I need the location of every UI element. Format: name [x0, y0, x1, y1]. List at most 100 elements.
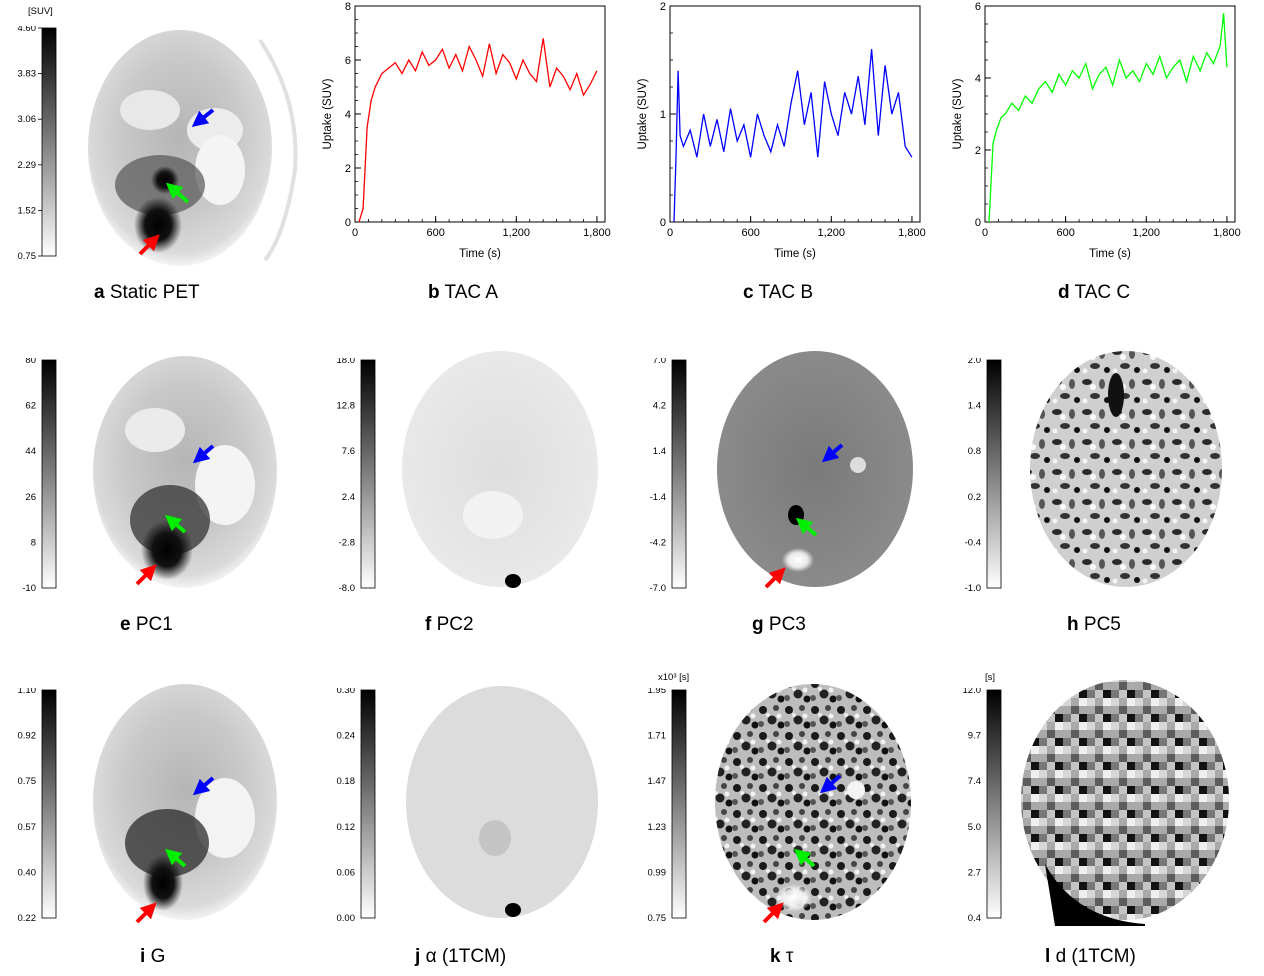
colorbar-tick-e-3: 26 [25, 492, 36, 503]
y-tick-label: 0 [975, 217, 981, 229]
red-arrow-i [135, 902, 157, 924]
caption-a: a Static PET [94, 282, 200, 303]
x-tick-label: 1,800 [1213, 227, 1241, 239]
colorbar-tick-e-2: 44 [25, 446, 36, 457]
tac-chart-c: 0 600 1,200 1,800 0 1 2 Time (s) Uptake (SUV) [637, 1, 926, 260]
panel-g: 7.0 4.2 1.4 -1.4 -4.2 -7.0 g PC3 [630, 340, 940, 650]
colorbar-tick-f-3: 2.4 [342, 492, 355, 503]
colorbar-tick-l-1: 9.7 [968, 731, 981, 742]
y-tick-label: 2 [660, 1, 666, 13]
red-arrow-a [138, 234, 160, 256]
green-arrow-k [793, 848, 816, 868]
colorbar-tick-a-1: 3.83 [18, 69, 37, 80]
colorbar-l: 12.0 9.7 7.4 5.0 2.7 0.4 [963, 688, 1002, 922]
caption-f: f PC2 [425, 614, 474, 635]
y-tick-label: 6 [345, 55, 351, 67]
y-axis-label: Uptake (SUV) [952, 78, 964, 149]
colorbar-tick-k-4: 0.99 [648, 867, 667, 878]
y-tick-label: 1 [660, 109, 666, 121]
x-axis-label: Time (s) [459, 248, 501, 260]
plot-frame [354, 5, 606, 223]
brain-image-a [88, 30, 298, 266]
colorbar-tick-f-4: -2.8 [339, 537, 355, 548]
colorbar-tick-h-4: -0.4 [965, 537, 981, 548]
colorbar-tick-i-1: 0.92 [18, 731, 37, 742]
colorbar-tick-a-2: 3.06 [18, 114, 37, 125]
brain-image-j [406, 686, 598, 918]
colorbar-tick-a-3: 2.29 [18, 160, 37, 171]
colorbar-h: 2.0 1.4 0.8 0.2 -0.4 -1.0 [965, 358, 1002, 592]
colorbar-tick-g-5: -7.0 [650, 583, 666, 592]
colorbar-i: 1.10 0.92 0.75 0.57 0.40 0.22 [18, 688, 57, 922]
colorbar-tick-j-2: 0.18 [337, 776, 356, 787]
x-axis-label: Time (s) [1089, 248, 1131, 260]
brain-image-l [1021, 680, 1229, 926]
colorbar-k: 1.95 1.71 1.47 1.23 0.99 0.75 [648, 688, 687, 922]
green-arrow-a [165, 182, 190, 204]
colorbar-tick-j-5: 0.00 [337, 913, 356, 922]
colorbar-tick-i-3: 0.57 [18, 822, 37, 833]
y-tick-label: 2 [975, 145, 981, 157]
caption-c: c TAC B [743, 282, 814, 303]
panel-h: 2.0 1.4 0.8 0.2 -0.4 -1.0 h PC5 [945, 340, 1255, 650]
brain-image-e [93, 356, 277, 588]
x-axis-label: Time (s) [774, 248, 816, 260]
red-arrow-k [762, 902, 784, 924]
caption-h: h PC5 [1067, 614, 1121, 635]
colorbar-tick-j-4: 0.06 [337, 867, 356, 878]
brain-image-k [715, 684, 911, 924]
colorbar-unit-a: [SUV] [28, 6, 53, 17]
y-tick-label: 8 [345, 1, 351, 13]
x-tick-label: 600 [741, 227, 759, 239]
colorbar-j: 0.30 0.24 0.18 0.12 0.06 0.00 [337, 688, 376, 922]
colorbar-tick-e-5: -10 [22, 583, 36, 592]
colorbar-tick-i-0: 1.10 [18, 688, 37, 696]
panel-a: [SUV] 4.60 3.83 3.06 2.29 1.52 0.75 a St… [0, 0, 310, 310]
brain-image-g [717, 351, 913, 589]
colorbar-tick-g-2: 1.4 [653, 446, 666, 457]
colorbar-tick-a-5: 0.75 [18, 251, 37, 260]
x-tick-label: 1,200 [1133, 227, 1161, 239]
red-arrow-e [135, 564, 157, 586]
brain-image-h [1030, 351, 1222, 587]
blue-arrow-g [821, 443, 844, 463]
x-tick-label: 600 [426, 227, 444, 239]
x-tick-label: 1,800 [898, 227, 926, 239]
panel-e: 80 62 44 26 8 -10 e PC1 [0, 340, 310, 650]
colorbar-f: 18.0 12.8 7.6 2.4 -2.8 -8.0 [337, 358, 376, 592]
x-tick-label: 1,800 [583, 227, 611, 239]
brain-image-i [93, 684, 277, 924]
colorbar-tick-g-1: 4.2 [653, 401, 666, 412]
blue-arrow-i [192, 776, 215, 796]
x-tick-label: 0 [982, 227, 988, 239]
colorbar-tick-h-0: 2.0 [968, 358, 981, 366]
colorbar-tick-i-2: 0.75 [18, 776, 37, 787]
x-tick-label: 0 [352, 227, 358, 239]
y-tick-label: 6 [975, 1, 981, 13]
colorbar-tick-g-4: -4.2 [650, 537, 666, 548]
panel-k: x10³ [s] 1.95 1.71 1.47 1.23 0.99 0.75 k… [630, 670, 940, 976]
caption-e: e PC1 [120, 614, 173, 635]
colorbar-tick-h-3: 0.2 [968, 492, 981, 503]
colorbar-e: 80 62 44 26 8 -10 [22, 358, 57, 592]
colorbar-tick-g-0: 7.0 [653, 358, 666, 366]
x-tick-label: 0 [667, 227, 673, 239]
colorbar-tick-j-3: 0.12 [337, 822, 356, 833]
x-tick-label: 1,200 [503, 227, 531, 239]
plot-frame [669, 5, 921, 223]
colorbar-tick-j-1: 0.24 [337, 731, 356, 742]
tac-chart-b: 0 600 1,200 1,800 0 2 4 6 8 Time (s) Uptake (SUV) [322, 1, 611, 260]
colorbar-tick-i-4: 0.40 [18, 867, 37, 878]
panel-i: 1.10 0.92 0.75 0.57 0.40 0.22 i G [0, 670, 310, 976]
colorbar-tick-e-1: 62 [25, 401, 36, 412]
green-arrow-i [164, 848, 187, 868]
colorbar-tick-l-4: 2.7 [968, 867, 981, 878]
colorbar-tick-e-4: 8 [31, 537, 36, 548]
colorbar-unit-k: x10³ [s] [658, 672, 690, 683]
caption-i: i G [140, 946, 166, 967]
colorbar-tick-l-2: 7.4 [968, 776, 981, 787]
colorbar-tick-k-3: 1.23 [648, 822, 667, 833]
blue-arrow-a [191, 108, 215, 127]
panel-f: 18.0 12.8 7.6 2.4 -2.8 -8.0 f PC2 [315, 340, 625, 650]
colorbar-tick-l-5: 0.4 [968, 913, 981, 922]
